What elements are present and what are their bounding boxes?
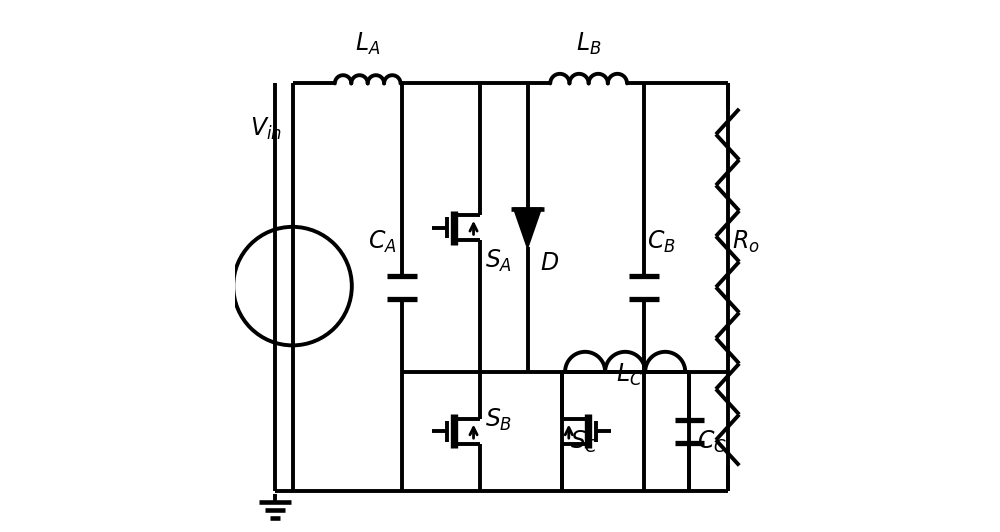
- Text: $L_A$: $L_A$: [355, 31, 380, 57]
- Text: $L_B$: $L_B$: [576, 31, 602, 57]
- Text: $C_C$: $C_C$: [697, 429, 727, 455]
- Text: $V_{in}$: $V_{in}$: [250, 115, 282, 142]
- Text: $C_B$: $C_B$: [647, 229, 676, 255]
- Text: $L_C$: $L_C$: [616, 361, 643, 388]
- Text: $S_C$: $S_C$: [570, 429, 599, 455]
- Text: $R_o$: $R_o$: [732, 229, 760, 255]
- Text: $C_A$: $C_A$: [368, 229, 396, 255]
- Polygon shape: [514, 209, 541, 247]
- Text: $D$: $D$: [540, 252, 559, 275]
- Text: $S_A$: $S_A$: [485, 247, 513, 274]
- Text: $S_B$: $S_B$: [485, 406, 513, 433]
